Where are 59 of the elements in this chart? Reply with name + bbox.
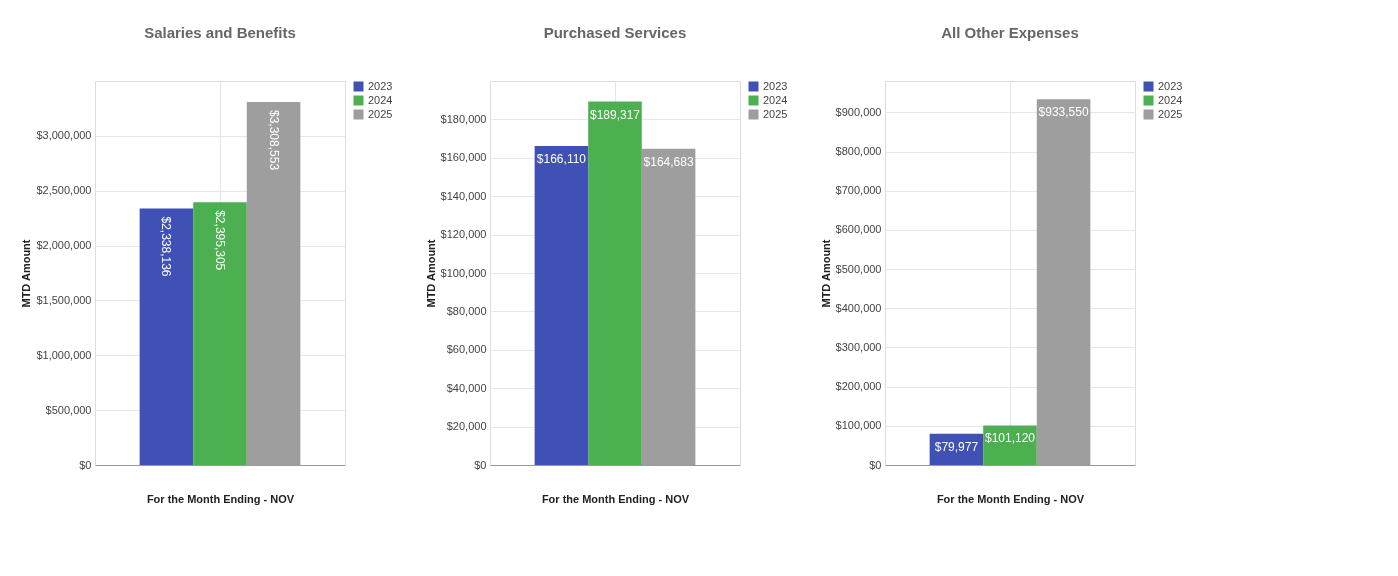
legend-label: 2024 <box>368 93 393 106</box>
chart-title: Salaries and Benefits <box>144 24 296 41</box>
y-tick-label: $80,000 <box>446 304 487 317</box>
x-axis-title: For the Month Ending - NOV <box>541 492 690 505</box>
y-tick-label: $0 <box>869 458 882 471</box>
y-axis-title: MTD Amount <box>424 239 437 308</box>
legend-label: 2023 <box>368 79 393 92</box>
y-tick-label: $160,000 <box>440 151 487 164</box>
y-tick-label: $100,000 <box>835 419 882 432</box>
x-axis-title: For the Month Ending - NOV <box>936 492 1085 505</box>
y-axis-title: MTD Amount <box>20 239 33 308</box>
legend-label: 2023 <box>1158 79 1183 92</box>
x-axis-title: For the Month Ending - NOV <box>146 492 295 505</box>
legend-label: 2023 <box>763 79 788 92</box>
y-tick-label: $2,000,000 <box>36 239 92 252</box>
legend-label: 2024 <box>763 93 788 106</box>
data-label: $164,683 <box>643 154 694 169</box>
bar <box>983 425 1037 465</box>
y-tick-label: $40,000 <box>446 381 487 394</box>
y-tick-label: $200,000 <box>835 380 882 393</box>
y-tick-label: $700,000 <box>835 184 882 197</box>
y-tick-label: $400,000 <box>835 301 882 314</box>
y-tick-label: $900,000 <box>835 105 882 118</box>
chart-title: Purchased Services <box>543 24 687 41</box>
data-label: $166,110 <box>536 152 587 167</box>
y-tick-label: $60,000 <box>446 343 487 356</box>
y-tick-label: $800,000 <box>835 145 882 158</box>
legend-label: 2025 <box>1158 107 1183 120</box>
y-tick-label: $600,000 <box>835 223 882 236</box>
y-tick-label: $2,500,000 <box>36 184 92 197</box>
bar <box>588 101 642 465</box>
y-tick-label: $140,000 <box>440 189 487 202</box>
bar <box>193 202 247 465</box>
chart-title: All Other Expenses <box>941 24 1079 41</box>
y-tick-label: $100,000 <box>440 266 487 279</box>
data-label: $79,977 <box>934 439 979 454</box>
data-label: $933,550 <box>1038 105 1089 120</box>
y-tick-label: $500,000 <box>835 262 882 275</box>
legend-label: 2025 <box>763 107 788 120</box>
y-tick-label: $180,000 <box>440 112 487 125</box>
y-tick-label: $3,000,000 <box>36 129 92 142</box>
data-label: $101,120 <box>984 431 1036 446</box>
y-tick-label: $300,000 <box>835 340 882 353</box>
y-tick-label: $20,000 <box>446 420 487 433</box>
y-tick-label: $0 <box>79 458 92 471</box>
bar <box>139 208 194 465</box>
data-label: $189,317 <box>589 107 641 122</box>
data-label: $2,338,136 <box>159 216 174 277</box>
legend-label: 2024 <box>1158 93 1183 106</box>
y-tick-label: $1,500,000 <box>36 293 92 306</box>
data-label: $3,308,553 <box>266 110 281 171</box>
y-axis-title: MTD Amount <box>819 239 832 308</box>
bar <box>534 146 589 465</box>
y-tick-label: $1,000,000 <box>36 348 92 361</box>
legend-label: 2025 <box>368 107 393 120</box>
y-tick-label: $500,000 <box>45 403 92 416</box>
data-label: $2,395,305 <box>213 210 227 271</box>
y-tick-label: $0 <box>474 458 487 471</box>
y-tick-label: $120,000 <box>440 228 487 241</box>
